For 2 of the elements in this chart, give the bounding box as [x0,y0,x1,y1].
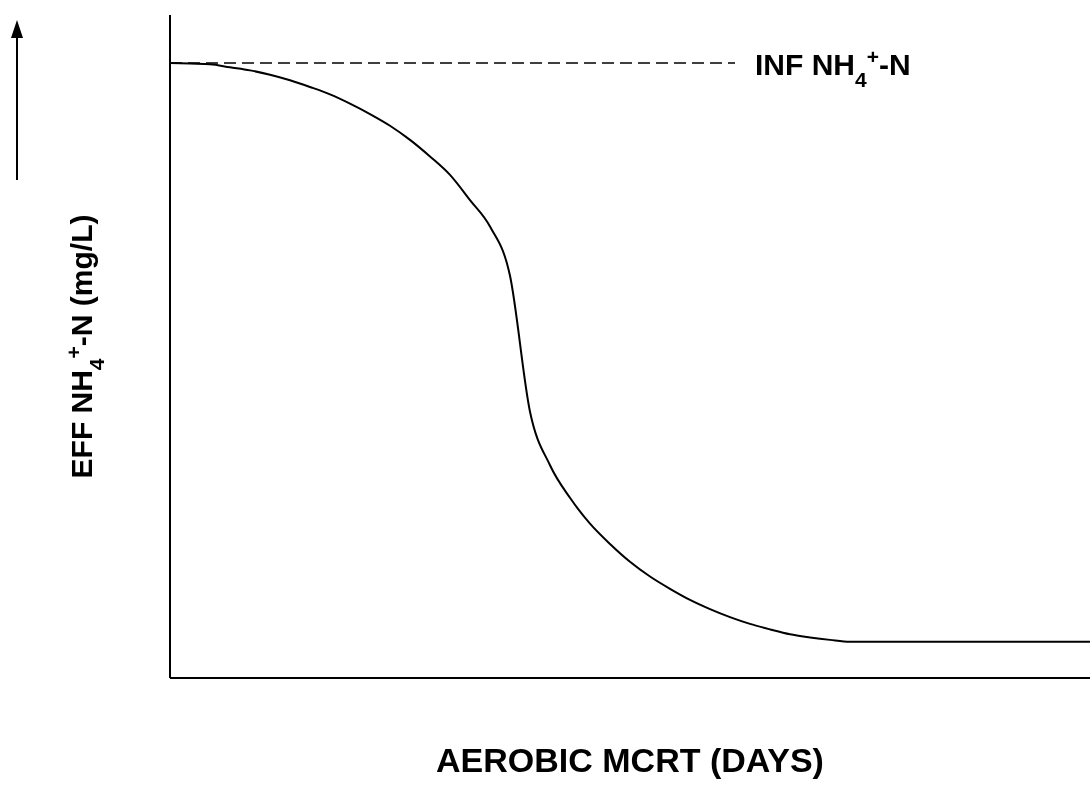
x-axis-title: AEROBIC MCRT (DAYS) [436,741,824,779]
ref-line-label: INF NH$_{4}$$^{+}$-N [755,44,911,91]
